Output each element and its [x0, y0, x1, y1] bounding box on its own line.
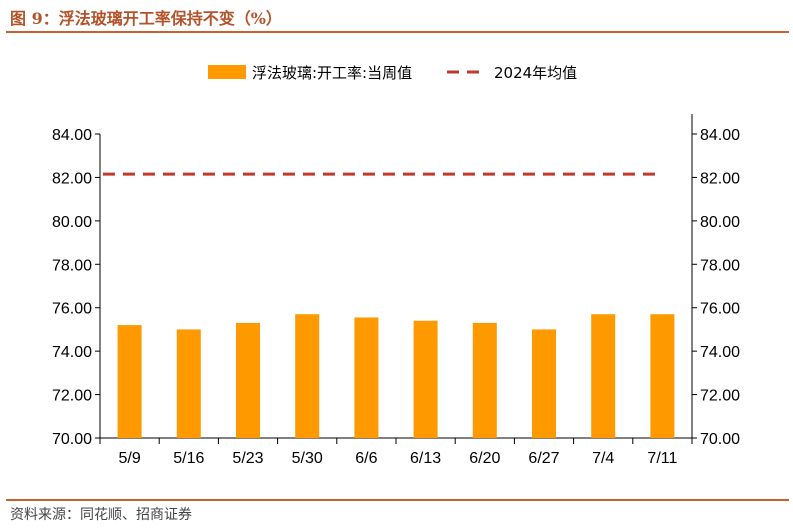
- tick-labels: 70.00 70.00 72.00 72.00 74.00 74.00 76.00 76.00…: [52, 127, 740, 467]
- figure-title: 图 9：浮法玻璃开工率保持不变（%）: [10, 9, 282, 28]
- bar: [413, 320, 438, 438]
- bar: [354, 317, 379, 438]
- bar: [472, 322, 497, 438]
- x-tick-label: 6/27: [528, 450, 559, 467]
- y-tick-label-right: 78.00: [700, 257, 740, 274]
- source-note: 资料来源：同花顺、招商证券: [10, 507, 192, 523]
- bar: [591, 314, 616, 438]
- footer-divider: [6, 499, 789, 501]
- x-tick-label: 5/23: [232, 450, 263, 467]
- y-tick-label-left: 84.00: [52, 127, 92, 144]
- y-tick-label-left: 74.00: [52, 344, 92, 361]
- y-tick-label-left: 82.00: [52, 170, 92, 187]
- title-divider: [6, 31, 789, 33]
- y-tick-label-right: 74.00: [700, 344, 740, 361]
- bar: [532, 329, 556, 438]
- y-tick-label-right: 82.00: [700, 170, 740, 187]
- y-tick-label-right: 80.00: [700, 214, 740, 231]
- x-tick-label: 5/9: [118, 450, 140, 467]
- y-tick-label-right: 72.00: [700, 388, 740, 405]
- legend-label-line: 2024年均值: [494, 64, 577, 82]
- bar: [236, 322, 260, 438]
- x-tick-label: 5/16: [173, 450, 204, 467]
- chart: 浮法玻璃:开工率:当周值 2024年均值 70.00 70.00 72.00 72.00…: [52, 64, 740, 467]
- y-tick-label-left: 76.00: [52, 301, 92, 318]
- x-tick-label: 6/6: [355, 450, 377, 467]
- y-tick-label-right: 70.00: [700, 431, 740, 448]
- y-tick-label-right: 76.00: [700, 301, 740, 318]
- legend-label-bar: 浮法玻璃:开工率:当周值: [252, 64, 412, 82]
- bar: [117, 325, 142, 438]
- x-tick-label: 6/13: [410, 450, 441, 467]
- bar: [295, 314, 320, 438]
- legend: 浮法玻璃:开工率:当周值 2024年均值: [208, 64, 577, 82]
- bar-series: [117, 314, 675, 438]
- y-tick-label-right: 84.00: [700, 127, 740, 144]
- y-tick-label-left: 70.00: [52, 431, 92, 448]
- x-tick-label: 6/20: [469, 450, 500, 467]
- x-tick-label: 7/4: [592, 450, 614, 467]
- x-tick-label: 7/11: [647, 450, 677, 467]
- legend-bar-swatch: [208, 65, 246, 79]
- y-tick-label-left: 78.00: [52, 257, 92, 274]
- x-tick-label: 5/30: [292, 450, 323, 467]
- bar: [176, 329, 201, 438]
- bar: [650, 314, 675, 438]
- y-tick-label-left: 72.00: [52, 388, 92, 405]
- y-tick-label-left: 80.00: [52, 214, 92, 231]
